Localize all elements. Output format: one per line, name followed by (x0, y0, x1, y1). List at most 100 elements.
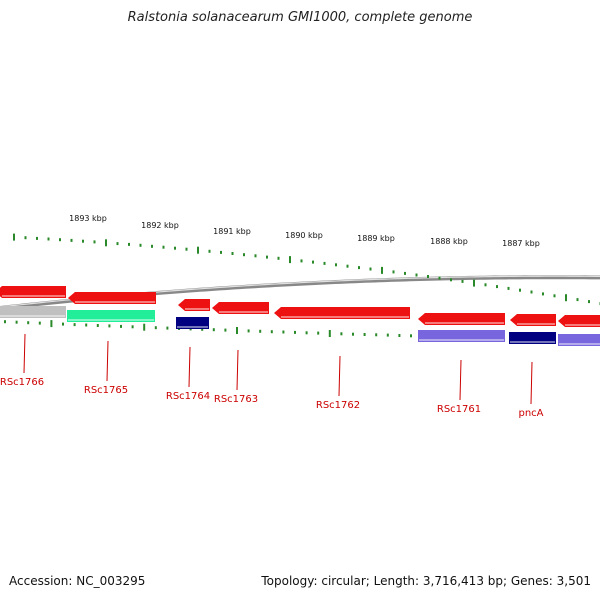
outer-tick (243, 253, 245, 257)
gene-shape (509, 332, 556, 344)
inner-tick (363, 333, 366, 336)
outer-tick (231, 252, 234, 255)
cds-arrow (178, 299, 210, 311)
gene-shape (67, 310, 155, 322)
gene-label: RSc1766 (0, 377, 44, 388)
outer-tick (530, 290, 533, 294)
gene-label: RSc1763 (214, 394, 258, 405)
genome-summary-text: Topology: circular; Length: 3,716,413 bp… (261, 574, 591, 588)
outer-tick (47, 237, 50, 241)
outer-tick (312, 260, 314, 264)
outer-tick (415, 273, 418, 277)
outer-tick (151, 244, 153, 248)
feature-block (509, 332, 556, 344)
inner-tick (154, 326, 157, 330)
inner-tick (317, 331, 320, 335)
map-title: Ralstonia solanacearum GMI1000, complete… (127, 10, 473, 25)
inner-tick (108, 324, 111, 328)
outer-tick (427, 275, 429, 278)
outer-tick (208, 249, 211, 253)
gene-shape (418, 313, 505, 325)
cds-arrow (68, 292, 156, 304)
inner-tick (375, 333, 378, 337)
gene-shape (176, 317, 209, 329)
outer-tick (174, 246, 176, 250)
cds-arrow (558, 315, 600, 327)
accession-text: Accession: NC_003295 (9, 574, 146, 588)
gene-shape (418, 330, 505, 342)
outer-tick (542, 292, 544, 296)
inner-tick (85, 323, 88, 327)
gene-label: RSc1762 (316, 400, 360, 411)
cds-arrow (510, 314, 556, 326)
inner-tick (4, 320, 6, 324)
gene-shape (212, 302, 269, 314)
outer-tick (116, 242, 119, 246)
gene-shape (274, 307, 410, 319)
outer-tick (266, 255, 268, 259)
outer-tick (24, 236, 27, 240)
inner-tick (62, 322, 64, 326)
inner-tick (236, 327, 238, 334)
outer-tick (82, 239, 84, 243)
outer-tick (197, 246, 199, 254)
inner-tick (143, 323, 146, 331)
outer-tick (588, 300, 590, 304)
outer-tick (346, 264, 349, 268)
gene-leader-line (106, 340, 109, 382)
outer-tick (70, 238, 73, 242)
inner-tick (305, 331, 308, 335)
gene-leader-line (459, 359, 462, 401)
kbp-label: 1887 kbp (502, 239, 540, 248)
inner-tick (38, 321, 41, 325)
inner-tick (328, 330, 331, 337)
outer-tick (565, 294, 567, 302)
gene-label: RSc1761 (437, 404, 481, 415)
gene-label: RSc1764 (166, 391, 210, 402)
outer-tick (13, 233, 15, 241)
feature-block (418, 330, 505, 342)
inner-tick (212, 328, 215, 332)
outer-tick (404, 271, 406, 275)
inner-tick (247, 329, 250, 333)
inner-tick (259, 329, 262, 333)
outer-tick (519, 288, 521, 292)
gene-shape (510, 314, 556, 326)
outer-tick (450, 278, 452, 282)
outer-tick (576, 298, 579, 302)
outer-tick (36, 236, 38, 240)
outer-tick (438, 276, 441, 280)
kbp-label: 1893 kbp (69, 214, 107, 223)
inner-tick (352, 332, 354, 336)
cds-arrow (0, 286, 66, 298)
outer-tick (254, 254, 257, 258)
inner-tick (201, 327, 204, 331)
kbp-label: 1888 kbp (430, 237, 468, 246)
outer-tick (300, 259, 303, 263)
inner-tick (340, 332, 343, 336)
feature-block (0, 306, 66, 318)
gene-leader-line (23, 333, 26, 374)
cds-arrow (274, 307, 410, 319)
inner-tick (15, 320, 18, 324)
inner-tick (294, 330, 296, 334)
outer-tick (59, 238, 61, 242)
inner-tick (386, 333, 389, 337)
outer-tick (128, 242, 130, 246)
inner-tick (120, 324, 122, 328)
outer-tick (392, 270, 395, 274)
outer-tick (496, 285, 498, 289)
feature-block (67, 310, 155, 322)
outer-tick (484, 283, 487, 287)
outer-tick (220, 250, 222, 254)
gene-shape (0, 286, 66, 298)
outer-tick (323, 261, 326, 265)
inner-tick (398, 334, 401, 337)
outer-tick (289, 256, 291, 264)
kbp-label: 1891 kbp (213, 227, 251, 236)
kbp-label: 1890 kbp (285, 231, 323, 240)
inner-tick (270, 330, 273, 334)
inner-tick (50, 320, 53, 328)
gene-shape (68, 292, 156, 304)
